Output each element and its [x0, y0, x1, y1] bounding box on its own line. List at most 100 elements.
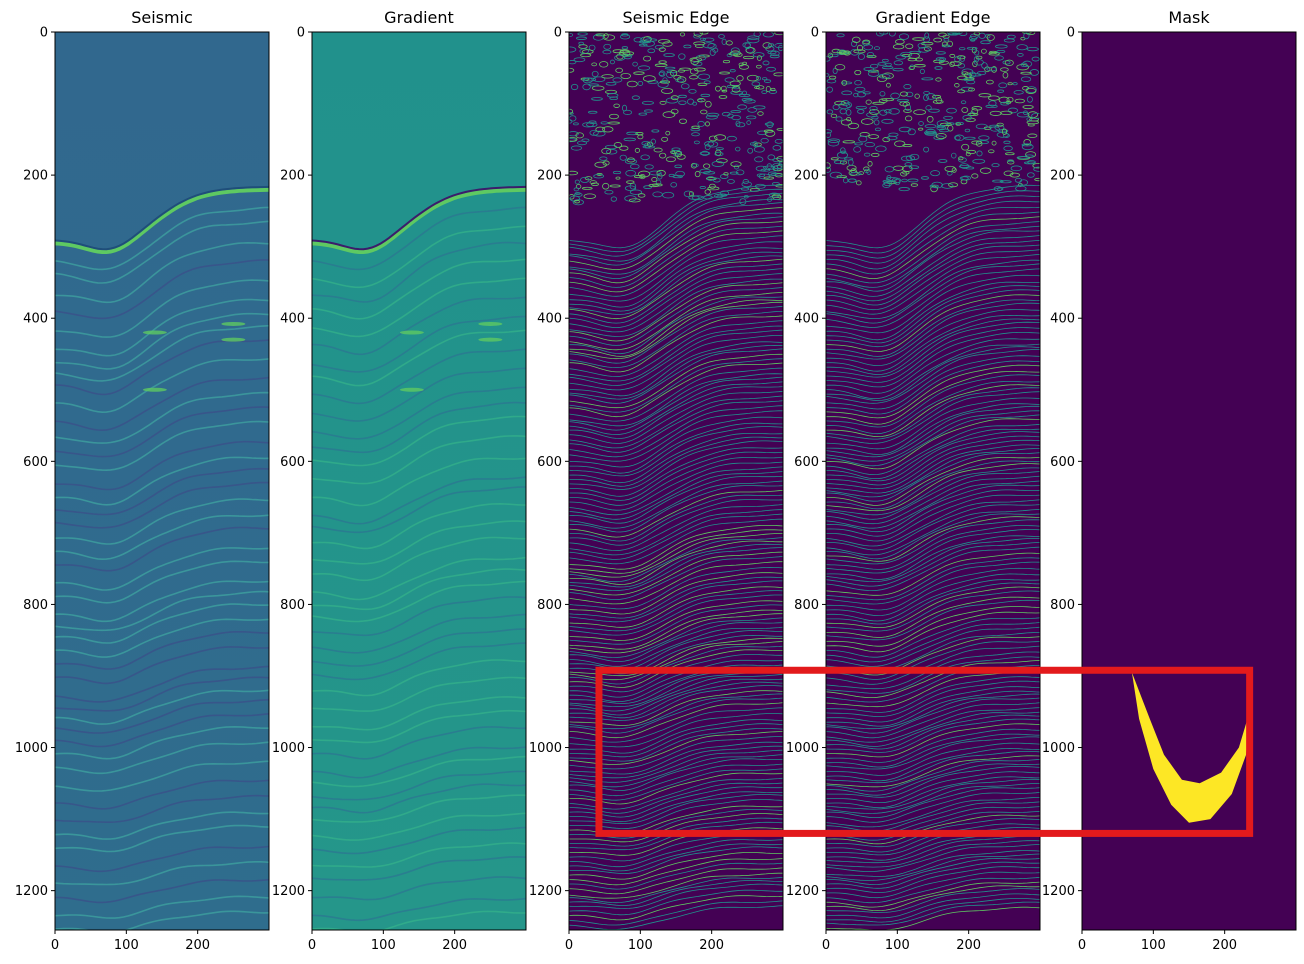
edge-line [569, 504, 783, 551]
noise-speckle [772, 145, 782, 151]
edge-line [826, 244, 1040, 306]
noise-speckle [577, 32, 588, 36]
noise-speckle [755, 85, 765, 90]
edge-line [569, 622, 783, 662]
noise-speckle [578, 44, 588, 49]
edge-line [569, 678, 783, 716]
noise-speckle [974, 50, 980, 56]
edge-line [569, 649, 783, 688]
noise-speckle [601, 74, 614, 79]
noise-speckle [996, 49, 1006, 54]
edge-line [826, 596, 1040, 638]
noise-speckle [957, 89, 966, 94]
noise-speckle [985, 104, 998, 109]
reflector-line [312, 842, 526, 868]
edge-line [569, 433, 783, 484]
edge-line [569, 723, 783, 758]
noise-speckle [858, 135, 868, 143]
edge-line [569, 273, 783, 333]
noise-speckle [961, 107, 969, 113]
noise-speckle [762, 60, 770, 66]
noise-speckle [961, 143, 970, 151]
noise-speckle [570, 83, 579, 91]
noise-speckle [704, 189, 711, 195]
noise-speckle [998, 96, 1010, 104]
edge-line [826, 742, 1040, 776]
noise-speckle [574, 179, 580, 185]
noise-speckle [581, 49, 594, 54]
noise-speckle [1003, 140, 1011, 144]
noise-speckle [850, 48, 859, 56]
edge-line [826, 718, 1040, 753]
edge-line [569, 813, 783, 843]
noise-speckle [591, 97, 603, 101]
reflector-line [55, 560, 269, 604]
noise-speckle [606, 93, 619, 98]
noise-speckle [678, 118, 688, 124]
noise-speckle [593, 130, 606, 137]
noise-speckle [921, 77, 934, 81]
noise-speckle [981, 48, 987, 54]
noise-speckle [582, 77, 593, 84]
noise-speckle [573, 187, 580, 192]
reflector-line [55, 741, 269, 775]
noise-speckle [854, 69, 862, 76]
noise-speckle [746, 120, 752, 125]
noise-speckle [592, 76, 606, 83]
reflector-line [312, 502, 526, 550]
noise-speckle [594, 161, 607, 168]
noise-speckle [980, 40, 991, 45]
noise-speckle [836, 33, 845, 38]
edge-line [826, 431, 1040, 482]
noise-speckle [904, 104, 912, 111]
noise-speckle [683, 190, 693, 198]
heatmap-background [55, 32, 269, 930]
noise-speckle [888, 108, 900, 115]
noise-speckle [719, 71, 731, 75]
reflector-line [55, 590, 269, 632]
edge-line [826, 693, 1040, 730]
noise-speckle [977, 140, 989, 145]
edge-line [569, 758, 783, 791]
noise-speckle [1007, 107, 1019, 114]
noise-speckle [939, 122, 952, 127]
noise-speckle [1031, 112, 1040, 119]
noise-speckle [693, 140, 700, 145]
noise-speckle [715, 147, 724, 151]
noise-speckle [829, 53, 839, 58]
edge-line [826, 321, 1040, 378]
noise-speckle [658, 39, 671, 44]
reflector-line [55, 713, 269, 748]
x-tick-label: 100 [885, 938, 910, 953]
noise-speckle [965, 151, 971, 157]
reflector-line [312, 783, 526, 814]
edge-line [826, 397, 1040, 450]
edge-line [569, 645, 783, 685]
noise-speckle [828, 75, 837, 80]
edge-line [826, 529, 1040, 574]
noise-speckle [775, 184, 783, 188]
noise-speckle [624, 185, 637, 191]
reflector-line [55, 358, 269, 414]
noise-speckle [673, 74, 682, 80]
reflector-line [312, 628, 526, 667]
noise-speckle [774, 43, 783, 49]
noise-speckle [935, 133, 947, 140]
noise-speckle [733, 164, 740, 170]
noise-speckle [591, 70, 599, 78]
noise-speckle [578, 41, 584, 45]
edge-line [826, 763, 1040, 796]
noise-speckle [742, 179, 749, 185]
edge-line [826, 508, 1040, 556]
edge-line [569, 184, 783, 249]
panel-mask: Mask 0 200 400 600 800 1000 1200 0 100 200 [1042, 8, 1297, 953]
edge-line [569, 741, 783, 775]
y-tick-label: 1000 [1042, 741, 1075, 756]
noise-speckle [688, 89, 697, 94]
reflector-line [312, 296, 526, 356]
noise-speckle [747, 35, 760, 41]
noise-speckle [632, 61, 638, 67]
noise-speckle [908, 52, 920, 59]
edge-line [569, 905, 783, 930]
edge-line [569, 494, 783, 542]
